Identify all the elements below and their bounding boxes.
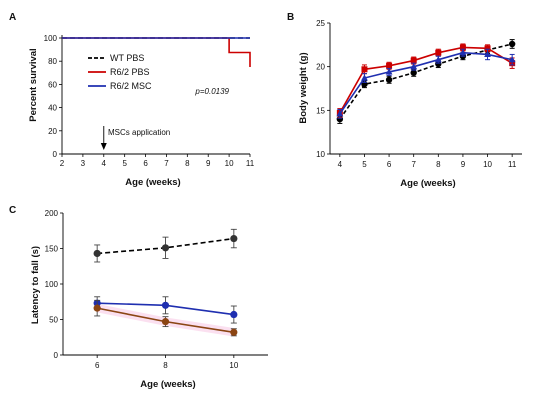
data-point	[508, 56, 516, 63]
data-point	[161, 244, 170, 252]
data-point	[230, 328, 238, 336]
y-tick-label: 20	[316, 63, 325, 72]
series-line-0	[339, 43, 513, 120]
data-point	[161, 318, 170, 326]
y-tick-label: 40	[48, 104, 57, 113]
y-tick-label: 150	[45, 245, 59, 254]
data-point	[361, 66, 368, 73]
x-tick-label: 6	[95, 361, 100, 370]
data-point	[230, 310, 238, 319]
y-tick-label: 15	[316, 106, 325, 115]
series-line-2	[339, 51, 513, 115]
data-point	[435, 49, 442, 56]
x-tick-label: 10	[225, 159, 234, 168]
data-point	[484, 45, 491, 52]
legend-label-r62-msc: R6/2 MSC	[110, 81, 152, 91]
y-tick-label: 60	[48, 80, 57, 89]
y-tick-label: 100	[45, 280, 59, 289]
x-tick-label: 9	[461, 160, 466, 169]
panel-a-ylabel: Percent survival	[28, 48, 39, 121]
data-point	[161, 301, 170, 309]
x-tick-label: 8	[436, 160, 441, 169]
y-tick-label: 10	[316, 150, 325, 159]
panel-letter-a: A	[9, 12, 16, 23]
x-tick-label: 8	[185, 159, 190, 168]
data-point	[386, 62, 393, 69]
panel-c-latency-chart: Latency to fall (s) Age (weeks) 0 50 100 15…	[30, 209, 268, 390]
y-tick-label: 20	[48, 127, 57, 136]
data-point	[435, 60, 442, 68]
panel-b-ylabel: Body weight (g)	[298, 52, 309, 123]
data-point	[410, 63, 418, 70]
data-point	[230, 234, 238, 243]
y-tick-label: 50	[49, 316, 58, 325]
y-tick-label: 0	[53, 150, 58, 159]
x-tick-label: 9	[206, 159, 211, 168]
x-tick-label: 4	[102, 159, 107, 168]
data-point	[434, 56, 442, 63]
y-tick-label: 100	[44, 34, 58, 43]
x-tick-label: 5	[362, 160, 367, 169]
x-tick-label: 11	[508, 160, 517, 169]
legend-label-r62-pbs: R6/2 PBS	[110, 67, 150, 77]
data-point	[93, 304, 101, 312]
panel-letter-b: B	[287, 12, 294, 23]
legend-label-wt-pbs: WT PBS	[110, 53, 144, 63]
x-tick-label: 8	[163, 361, 168, 370]
x-tick-label: 7	[164, 159, 169, 168]
x-tick-label: 4	[338, 160, 343, 169]
data-point	[459, 44, 466, 51]
panel-a-xlabel: Age (weeks)	[125, 177, 180, 188]
x-tick-label: 10	[483, 160, 492, 169]
panel-b-body-weight-chart: Body weight (g) Age (weeks) 10 15 20 25 4 5 6 7…	[298, 19, 522, 189]
x-tick-label: 11	[246, 159, 255, 168]
x-tick-label: 7	[411, 160, 416, 169]
x-tick-label: 2	[60, 159, 65, 168]
data-point	[508, 40, 516, 48]
y-tick-label: 0	[54, 351, 59, 360]
data-point	[93, 249, 101, 258]
data-point	[410, 69, 417, 76]
panel-a-survival-chart: Percent survival Age (weeks) p=0.0139 MS…	[28, 34, 255, 188]
x-tick-label: 6	[143, 159, 148, 168]
data-point	[385, 68, 393, 75]
panel-a-arrow-label: MSCs application	[108, 128, 170, 137]
panel-c-ylabel: Latency to fall (s)	[30, 246, 41, 324]
y-tick-label: 25	[316, 19, 325, 28]
x-tick-label: 5	[122, 159, 127, 168]
data-point	[336, 110, 344, 117]
data-point	[459, 49, 467, 56]
series-line-1	[62, 37, 251, 67]
panel-letter-c: C	[9, 205, 16, 216]
x-tick-label: 10	[229, 361, 238, 370]
data-point	[385, 76, 393, 83]
panel-c-xlabel: Age (weeks)	[140, 379, 195, 390]
arrow-head	[100, 143, 107, 150]
panel-a-pvalue: p=0.0139	[194, 87, 229, 96]
x-tick-label: 6	[387, 160, 392, 169]
data-point	[410, 57, 417, 64]
data-point	[484, 50, 491, 58]
y-tick-label: 80	[48, 57, 57, 66]
series-line-1	[339, 46, 513, 114]
data-point	[361, 74, 368, 81]
y-tick-label: 200	[45, 209, 59, 218]
x-tick-label: 3	[81, 159, 86, 168]
panel-b-xlabel: Age (weeks)	[400, 178, 455, 189]
